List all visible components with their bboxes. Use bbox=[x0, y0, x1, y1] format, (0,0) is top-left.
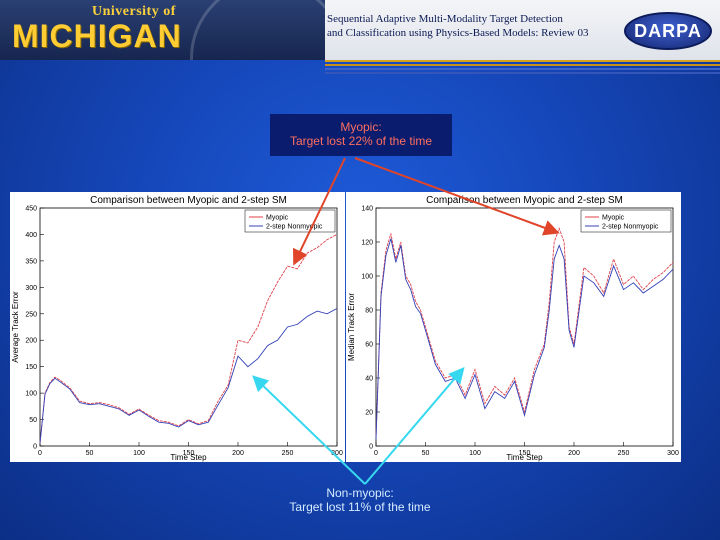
y-tick-label: 40 bbox=[365, 376, 373, 383]
header-rule bbox=[325, 68, 720, 70]
x-tick-label: 250 bbox=[618, 450, 630, 457]
x-tick-label: 100 bbox=[133, 450, 145, 457]
y-axis-label: Average Track Error bbox=[11, 291, 20, 363]
logo-big-text: MICHIGAN bbox=[12, 18, 182, 54]
nonmyopic-callout-line2: Target lost 11% of the time bbox=[289, 500, 431, 514]
y-tick-label: 120 bbox=[361, 240, 373, 247]
average-track-error-chart: Comparison between Myopic and 2-step SM 0… bbox=[10, 192, 345, 462]
x-tick-label: 50 bbox=[422, 450, 430, 457]
x-tick-label: 0 bbox=[374, 450, 378, 457]
y-tick-label: 200 bbox=[25, 338, 37, 345]
x-tick-label: 300 bbox=[667, 450, 679, 457]
y-tick-label: 100 bbox=[25, 391, 37, 398]
y-tick-label: 50 bbox=[29, 417, 37, 424]
median-track-error-chart: Comparison between Myopic and 2-step SM 0… bbox=[346, 192, 681, 462]
nonmyopic-callout: Non-myopic: Target lost 11% of the time bbox=[270, 486, 450, 514]
seal-watermark bbox=[190, 0, 325, 60]
x-tick-label: 300 bbox=[331, 450, 343, 457]
y-tick-label: 300 bbox=[25, 285, 37, 292]
slide-title: Sequential Adaptive Multi-Modality Targe… bbox=[327, 12, 617, 40]
series-line-myopic bbox=[39, 234, 338, 444]
series-line-nonmyopic bbox=[375, 238, 674, 440]
y-tick-label: 0 bbox=[33, 444, 37, 451]
y-tick-label: 450 bbox=[25, 206, 37, 213]
darpa-logo: DARPA bbox=[624, 12, 712, 50]
x-tick-label: 200 bbox=[232, 450, 244, 457]
y-axis-label: Median Track Error bbox=[347, 293, 356, 361]
x-tick-label: 0 bbox=[38, 450, 42, 457]
y-tick-label: 80 bbox=[365, 308, 373, 315]
y-tick-label: 250 bbox=[25, 311, 37, 318]
x-tick-label: 250 bbox=[282, 450, 294, 457]
y-tick-label: 400 bbox=[25, 232, 37, 239]
y-tick-label: 20 bbox=[365, 410, 373, 417]
header-rule bbox=[325, 72, 720, 74]
x-tick-label: 150 bbox=[183, 450, 195, 457]
header-rule bbox=[325, 60, 720, 62]
x-axis-label: Time Step bbox=[170, 453, 207, 462]
x-tick-label: 200 bbox=[568, 450, 580, 457]
slide-title-line1: Sequential Adaptive Multi-Modality Targe… bbox=[327, 13, 563, 25]
y-tick-label: 350 bbox=[25, 258, 37, 265]
slide-header: University of MICHIGAN Sequential Adapti… bbox=[0, 0, 720, 60]
myopic-callout-line2: Target lost 22% of the time bbox=[289, 134, 433, 148]
legend-box bbox=[580, 209, 672, 233]
university-logo: University of MICHIGAN bbox=[0, 0, 325, 60]
y-tick-label: 0 bbox=[369, 444, 373, 451]
x-tick-label: 100 bbox=[469, 450, 481, 457]
x-axis-label: Time Step bbox=[506, 453, 543, 462]
y-tick-label: 60 bbox=[365, 342, 373, 349]
myopic-callout-line1: Myopic: bbox=[340, 120, 382, 134]
plot-frame bbox=[39, 207, 338, 447]
myopic-callout: Myopic: Target lost 22% of the time bbox=[270, 114, 452, 156]
chart-title: Comparison between Myopic and 2-step SM bbox=[90, 195, 287, 206]
y-tick-label: 100 bbox=[361, 274, 373, 281]
series-line-nonmyopic bbox=[39, 308, 338, 444]
legend-entry: Myopic bbox=[266, 215, 289, 222]
slide-title-line2: and Classification using Physics-Based M… bbox=[327, 27, 589, 39]
x-tick-label: 150 bbox=[519, 450, 531, 457]
nonmyopic-callout-line1: Non-myopic: bbox=[326, 486, 394, 500]
logo-small-text: University of bbox=[92, 4, 176, 19]
chart-title: Comparison between Myopic and 2-step SM bbox=[426, 195, 623, 206]
header-rule bbox=[325, 64, 720, 66]
y-tick-label: 150 bbox=[25, 364, 37, 371]
x-tick-label: 50 bbox=[86, 450, 94, 457]
legend-entry: 2-step Nonmyopic bbox=[602, 224, 659, 231]
series-line-myopic bbox=[375, 227, 674, 438]
y-tick-label: 140 bbox=[361, 206, 373, 213]
legend-entry: 2-step Nonmyopic bbox=[266, 224, 323, 231]
legend-entry: Myopic bbox=[602, 215, 625, 222]
